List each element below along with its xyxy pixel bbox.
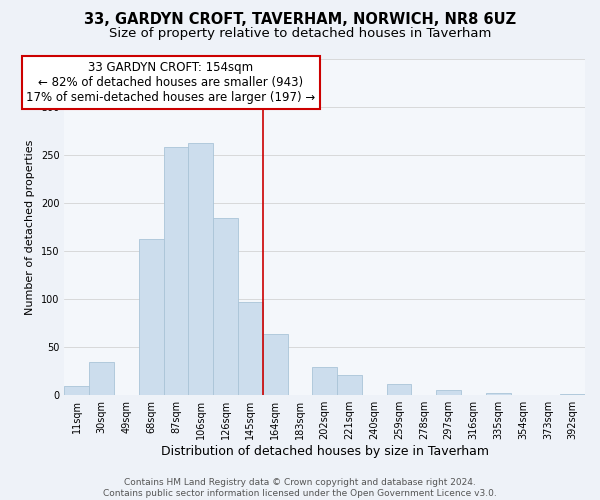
Bar (436, 390, 461, 394)
Bar (89, 362, 114, 394)
Bar (313, 367, 337, 394)
Text: 33 GARDYN CROFT: 154sqm
← 82% of detached houses are smaller (943)
17% of semi-d: 33 GARDYN CROFT: 154sqm ← 82% of detache… (26, 61, 316, 104)
Bar (238, 302, 263, 394)
Y-axis label: Number of detached properties: Number of detached properties (25, 139, 35, 314)
Bar (164, 147, 188, 394)
Bar (486, 393, 511, 394)
Bar (386, 384, 412, 394)
X-axis label: Distribution of detached houses by size in Taverham: Distribution of detached houses by size … (161, 444, 489, 458)
Text: Contains HM Land Registry data © Crown copyright and database right 2024.
Contai: Contains HM Land Registry data © Crown c… (103, 478, 497, 498)
Text: 33, GARDYN CROFT, TAVERHAM, NORWICH, NR8 6UZ: 33, GARDYN CROFT, TAVERHAM, NORWICH, NR8… (84, 12, 516, 28)
Bar (64, 386, 89, 394)
Bar (263, 334, 287, 394)
Text: Size of property relative to detached houses in Taverham: Size of property relative to detached ho… (109, 28, 491, 40)
Bar (337, 374, 362, 394)
Bar (188, 144, 213, 394)
Bar (139, 240, 164, 394)
Bar (213, 218, 238, 394)
